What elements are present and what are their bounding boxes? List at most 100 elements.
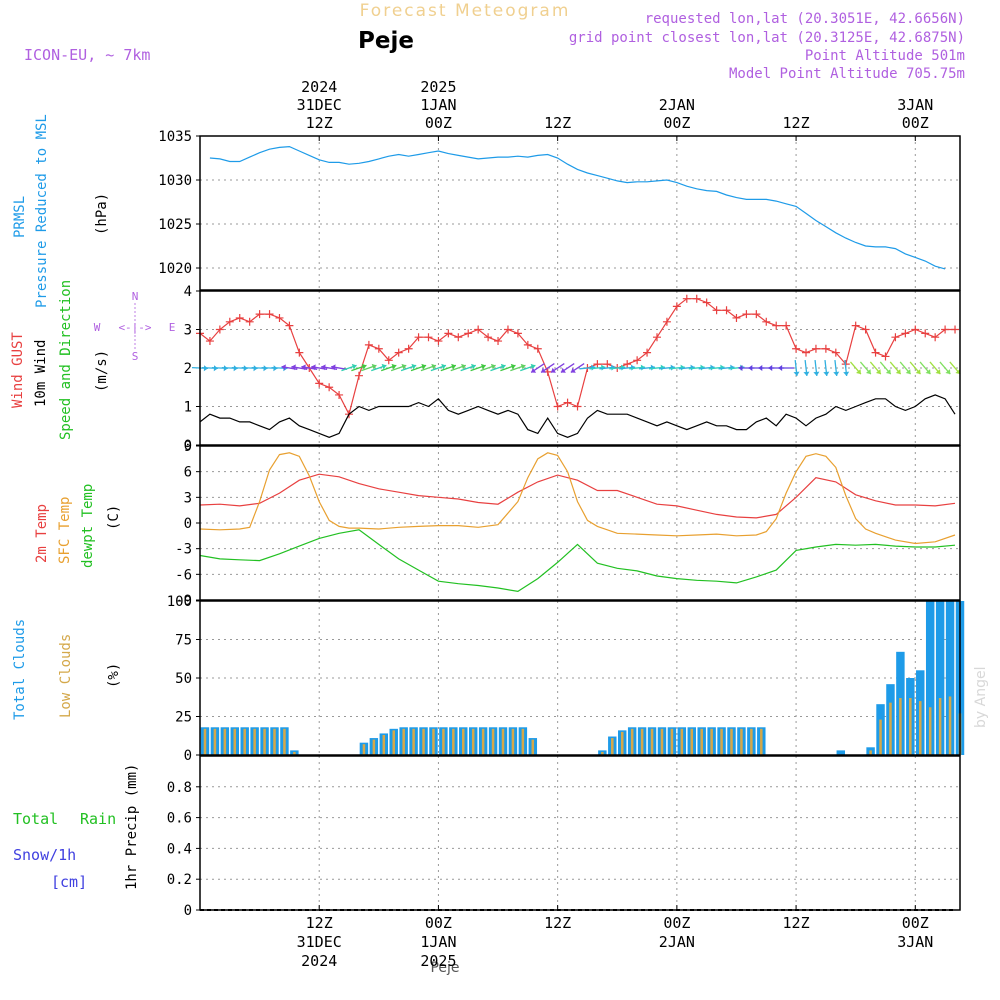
y-tick-label: 0.4	[167, 841, 192, 857]
cloud-bar-low	[491, 728, 495, 755]
wind-arrow-head	[738, 365, 743, 371]
wind-arrow-head	[925, 369, 931, 375]
wind-arrow-head	[311, 364, 316, 371]
gust-marker	[643, 348, 652, 357]
y-tick-label: 1030	[158, 173, 192, 189]
wind-arrow-head	[331, 364, 336, 371]
cloud-bar-total	[935, 601, 945, 755]
app-title: Forecast Meteogram	[360, 1, 571, 21]
total-label: Total	[13, 810, 58, 828]
cloud-bar-low	[680, 728, 684, 755]
compass-icon: N W E S <-|->	[94, 290, 176, 363]
wind-arrow-head	[510, 363, 516, 370]
wind-arrow-head	[778, 365, 783, 371]
y-tick-label: 0	[184, 748, 192, 764]
cloud-bar-low	[630, 728, 634, 755]
y-tick-label: -9	[175, 593, 192, 609]
wind-arrow-head	[611, 364, 616, 371]
series-line-10m-wind	[199, 394, 956, 438]
wind-arrow-head	[601, 364, 606, 371]
wind-arrow-head	[823, 371, 830, 376]
gust-marker	[533, 344, 542, 353]
gust-marker	[672, 302, 681, 311]
precip-unit: 1hr Precip (mm)	[124, 764, 140, 890]
wind-arrow-head	[401, 363, 407, 370]
time-label-top: 2024	[301, 78, 337, 96]
wind-arrow-head	[531, 367, 537, 373]
cloud-bar-low	[233, 728, 237, 755]
gust-marker	[782, 321, 791, 330]
wind-arrow-head	[530, 363, 536, 370]
cloud-bar-low	[670, 728, 674, 755]
cloud-bar-low	[501, 728, 505, 755]
gust-marker	[424, 333, 433, 342]
wind-arrow-head	[720, 364, 725, 371]
gust-marker	[911, 325, 920, 334]
model-label: ICON-EU, ~ 7km	[24, 46, 150, 64]
y-tick-label: 25	[175, 710, 192, 726]
y-tick-label: 0	[184, 438, 192, 454]
wind-arrow-head	[441, 363, 446, 370]
gust-marker	[225, 317, 234, 326]
wind-arrow-head	[660, 364, 665, 371]
cloud-bar-low	[640, 728, 644, 755]
gust-marker	[454, 333, 463, 342]
wind-arrow-head	[730, 364, 735, 371]
gust-marker	[275, 313, 284, 322]
cloud-bar-low	[402, 728, 405, 755]
series-line-2m-temp	[199, 473, 956, 519]
cloud-bar-low	[899, 698, 902, 755]
wind-arrow-head	[490, 363, 496, 370]
wind-arrow-head	[281, 364, 286, 371]
cloud-labels: Total Clouds Low Clouds (%)	[12, 619, 122, 720]
gust-marker	[553, 402, 562, 411]
t2m-label: 2m Temp	[34, 504, 50, 563]
y-tick-label: 2	[184, 361, 192, 377]
cloud-bar-low	[382, 734, 386, 755]
gust-marker	[444, 329, 453, 338]
cloud-bar-low	[720, 728, 723, 755]
y-tick-label: 3	[184, 490, 192, 506]
y-tick-label: 6	[184, 465, 192, 481]
wind-arrow-head	[411, 363, 417, 370]
cloud-bar-low	[740, 728, 743, 755]
cloud-bar-low	[471, 728, 475, 755]
gust-marker	[414, 333, 423, 342]
snow-unit-label: [cm]	[51, 873, 87, 891]
wind-arrow-head	[541, 367, 547, 373]
location-title: Peje	[358, 28, 414, 54]
wind-arrow-head	[680, 364, 685, 371]
gust-marker	[633, 356, 642, 365]
wind-unit: (m/s)	[94, 350, 110, 392]
time-label-top: 00Z	[425, 114, 452, 132]
svg-text:S: S	[132, 350, 139, 363]
cloud-bar-low	[700, 728, 703, 755]
series-line-dewpt-temp	[199, 529, 956, 593]
y-tick-label: 100	[167, 594, 192, 610]
cloud-bar-low	[283, 728, 286, 755]
wind-arrow-head	[361, 363, 367, 370]
time-label-bottom: 2025	[420, 952, 456, 970]
wind-arrow-head	[471, 363, 476, 370]
cloud-bar-low	[760, 728, 763, 755]
wind-arrow-head	[843, 371, 850, 376]
gust-marker	[871, 348, 880, 357]
gust-marker	[464, 329, 473, 338]
cloud-bar-low	[452, 728, 455, 755]
time-label-bottom: 3JAN	[897, 933, 933, 951]
cloud-bar-total	[925, 601, 935, 755]
gust-marker	[285, 321, 294, 330]
gust-marker	[523, 340, 532, 349]
dewpt-label: dewpt Temp	[80, 484, 96, 568]
y-tick-label: 4	[184, 284, 192, 300]
gust-marker	[315, 379, 324, 388]
cloud-bar-low	[948, 696, 952, 755]
cloud-bar-low	[432, 728, 435, 755]
gust-marker	[811, 344, 820, 353]
footer-location: Peje	[430, 960, 459, 976]
gust-marker	[513, 329, 522, 338]
gust-marker	[205, 337, 214, 346]
y-tick-label: 1035	[158, 129, 192, 145]
gust-marker	[851, 321, 860, 330]
cloud-bar-low	[750, 728, 753, 755]
